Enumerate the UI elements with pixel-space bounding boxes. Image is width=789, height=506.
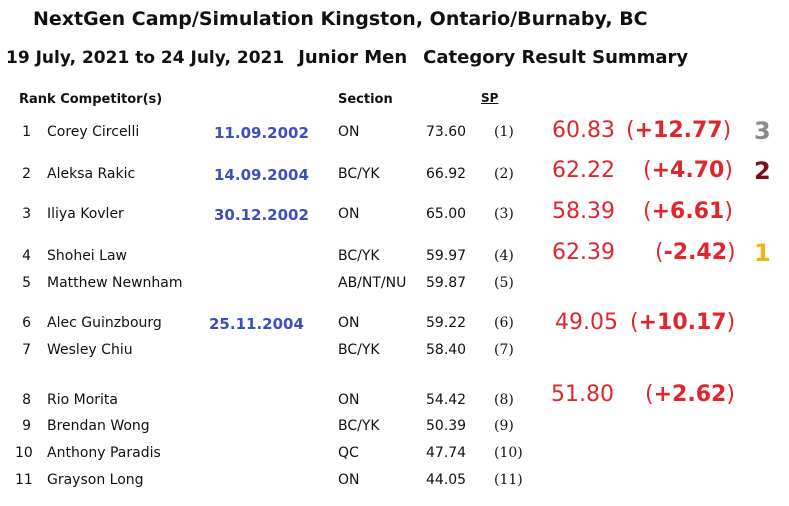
competitor-name: Brendan Wong bbox=[47, 418, 150, 434]
difference-value: +2.62 bbox=[653, 382, 727, 407]
rank-cell: 3 bbox=[22, 206, 31, 222]
difference-value: +6.61 bbox=[651, 199, 725, 224]
rank-cell: 9 bbox=[22, 418, 31, 434]
section-cell: ON bbox=[338, 392, 360, 408]
date-range: 19 July, 2021 to 24 July, 2021 bbox=[6, 48, 285, 68]
score-cell: 54.42 bbox=[426, 392, 467, 408]
rank-cell: 4 bbox=[22, 248, 31, 264]
sp-place-cell: (9) bbox=[494, 418, 514, 434]
sp-place-cell: (1) bbox=[494, 124, 514, 140]
sp-place-cell: (5) bbox=[494, 275, 514, 291]
section-cell: ON bbox=[338, 472, 360, 488]
score-cell: 65.00 bbox=[426, 206, 467, 222]
section-cell: ON bbox=[338, 206, 360, 222]
sp-place-cell: (4) bbox=[494, 248, 514, 264]
section-header: Section bbox=[338, 92, 393, 107]
score-cell: 59.22 bbox=[426, 315, 467, 331]
subtitle: 19 July, 2021 to 24 July, 2021 Junior Men… bbox=[6, 47, 688, 68]
rank-cell: 5 bbox=[22, 275, 31, 291]
difference-value: +4.70 bbox=[651, 158, 725, 183]
score-difference: (-2.42) bbox=[655, 240, 736, 265]
final-place: 2 bbox=[754, 157, 771, 185]
competitor-name: Aleksa Rakic bbox=[47, 166, 136, 182]
section-cell: ON bbox=[338, 315, 360, 331]
score-difference: (+4.70) bbox=[643, 158, 733, 183]
rank-cell: 7 bbox=[22, 342, 31, 358]
birth-date: 14.09.2004 bbox=[214, 166, 309, 184]
sp-place-cell: (7) bbox=[494, 342, 514, 358]
score-difference: (+2.62) bbox=[645, 382, 735, 407]
score-difference: (+12.77) bbox=[626, 118, 732, 143]
sp-place-cell: (8) bbox=[494, 392, 514, 408]
free-skate-score: 58.39 bbox=[552, 199, 615, 224]
rank-cell: 1 bbox=[22, 124, 31, 140]
difference-value: -2.42 bbox=[663, 240, 728, 265]
free-skate-score: 62.22 bbox=[552, 158, 615, 183]
final-place: 3 bbox=[754, 117, 771, 145]
section-cell: BC/YK bbox=[338, 248, 380, 264]
score-cell: 73.60 bbox=[426, 124, 467, 140]
free-skate-score: 51.80 bbox=[551, 382, 614, 407]
page-title: NextGen Camp/Simulation Kingston, Ontari… bbox=[33, 8, 648, 30]
competitor-name: Corey Circelli bbox=[47, 124, 140, 140]
competitor-name: Alec Guinzbourg bbox=[47, 315, 162, 331]
sp-place-cell: (10) bbox=[494, 445, 523, 461]
section-cell: BC/YK bbox=[338, 166, 380, 182]
free-skate-score: 62.39 bbox=[552, 240, 615, 265]
free-skate-score: 49.05 bbox=[555, 310, 618, 335]
score-cell: 44.05 bbox=[426, 472, 467, 488]
section-cell: AB/NT/NU bbox=[338, 275, 407, 291]
rank-cell: 10 bbox=[15, 445, 33, 461]
score-difference: (+6.61) bbox=[643, 199, 733, 224]
sp-place-cell: (3) bbox=[494, 206, 514, 222]
competitor-name: Wesley Chiu bbox=[47, 342, 133, 358]
score-cell: 47.74 bbox=[426, 445, 467, 461]
category: Junior Men bbox=[298, 47, 408, 68]
score-cell: 50.39 bbox=[426, 418, 467, 434]
competitor-name: Matthew Newnham bbox=[47, 275, 183, 291]
birth-date: 11.09.2002 bbox=[214, 124, 309, 142]
section-cell: BC/YK bbox=[338, 418, 380, 434]
sp-place-cell: (6) bbox=[494, 315, 514, 331]
competitor-name: Grayson Long bbox=[47, 472, 144, 488]
difference-value: +12.77 bbox=[634, 118, 723, 143]
score-cell: 58.40 bbox=[426, 342, 467, 358]
rank-cell: 2 bbox=[22, 166, 31, 182]
rank-cell: 11 bbox=[15, 472, 33, 488]
competitor-name: Iliya Kovler bbox=[47, 206, 124, 222]
free-skate-score: 60.83 bbox=[552, 118, 615, 143]
rank-competitor-header: Rank Competitor(s) bbox=[19, 92, 163, 107]
sp-place-cell: (2) bbox=[494, 166, 514, 182]
birth-date: 25.11.2004 bbox=[209, 315, 304, 333]
competitor-name: Shohei Law bbox=[47, 248, 127, 264]
rank-cell: 8 bbox=[22, 392, 31, 408]
sp-place-cell: (11) bbox=[494, 472, 523, 488]
birth-date: 30.12.2002 bbox=[214, 206, 309, 224]
score-cell: 66.92 bbox=[426, 166, 467, 182]
result-label: Category Result Summary bbox=[423, 47, 689, 68]
section-cell: BC/YK bbox=[338, 342, 380, 358]
score-difference: (+10.17) bbox=[630, 310, 736, 335]
section-cell: ON bbox=[338, 124, 360, 140]
score-cell: 59.87 bbox=[426, 275, 467, 291]
section-cell: QC bbox=[338, 445, 359, 461]
sp-header: SP bbox=[481, 91, 499, 105]
competitor-name: Anthony Paradis bbox=[47, 445, 161, 461]
score-cell: 59.97 bbox=[426, 248, 467, 264]
difference-value: +10.17 bbox=[638, 310, 727, 335]
final-place: 1 bbox=[754, 239, 771, 267]
rank-cell: 6 bbox=[22, 315, 31, 331]
competitor-name: Rio Morita bbox=[47, 392, 118, 408]
